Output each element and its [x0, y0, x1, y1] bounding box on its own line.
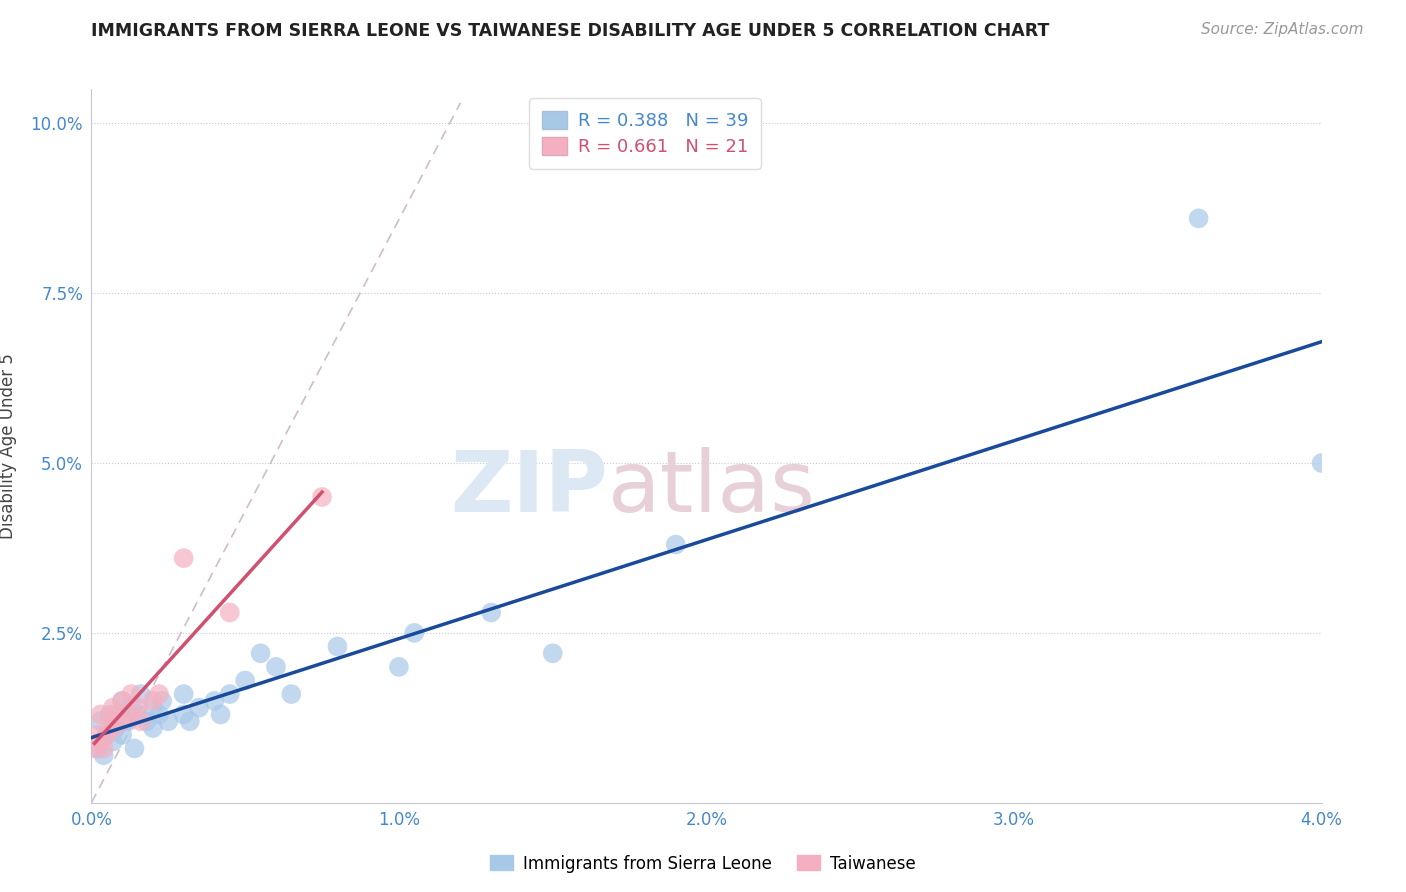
Point	[179, 714, 201, 729]
Point	[150, 694, 173, 708]
Point	[135, 714, 157, 729]
Point	[148, 707, 170, 722]
Point	[105, 721, 127, 735]
Point	[86, 728, 108, 742]
Point	[124, 741, 146, 756]
Point	[93, 741, 115, 756]
Y-axis label: Disability Age Under 5: Disability Age Under 5	[0, 353, 17, 539]
Point	[264, 660, 287, 674]
Point	[90, 714, 112, 729]
Point	[233, 673, 256, 688]
Text: Source: ZipAtlas.com: Source: ZipAtlas.com	[1201, 22, 1364, 37]
Point	[218, 687, 240, 701]
Point	[111, 714, 134, 729]
Point	[83, 741, 105, 756]
Text: atlas: atlas	[607, 447, 815, 531]
Point	[479, 606, 502, 620]
Text: IMMIGRANTS FROM SIERRA LEONE VS TAIWANESE DISABILITY AGE UNDER 5 CORRELATION CHA: IMMIGRANTS FROM SIERRA LEONE VS TAIWANES…	[91, 22, 1050, 40]
Point	[209, 707, 232, 722]
Point	[111, 728, 134, 742]
Point	[98, 714, 121, 729]
Point	[101, 734, 124, 748]
Point	[129, 714, 152, 729]
Point	[311, 490, 333, 504]
Legend: Immigrants from Sierra Leone, Taiwanese: Immigrants from Sierra Leone, Taiwanese	[484, 848, 922, 880]
Point	[188, 700, 211, 714]
Point	[101, 700, 124, 714]
Point	[111, 694, 134, 708]
Point	[93, 748, 115, 763]
Legend: R = 0.388   N = 39, R = 0.661   N = 21: R = 0.388 N = 39, R = 0.661 N = 21	[529, 98, 761, 169]
Point	[157, 714, 180, 729]
Point	[127, 700, 149, 714]
Point	[120, 700, 142, 714]
Text: ZIP: ZIP	[450, 447, 607, 531]
Point	[127, 707, 149, 722]
Point	[404, 626, 426, 640]
Point	[98, 707, 121, 722]
Point	[142, 700, 165, 714]
Point	[326, 640, 349, 654]
Point	[665, 537, 688, 551]
Point	[202, 694, 225, 708]
Point	[120, 687, 142, 701]
Point	[117, 714, 139, 729]
Point	[86, 741, 108, 756]
Point	[111, 694, 134, 708]
Point	[541, 646, 564, 660]
Point	[90, 707, 112, 722]
Point	[129, 687, 152, 701]
Point	[105, 707, 127, 722]
Point	[96, 728, 118, 742]
Point	[1310, 456, 1333, 470]
Point	[96, 728, 118, 742]
Point	[173, 687, 195, 701]
Point	[173, 707, 195, 722]
Point	[117, 707, 139, 722]
Point	[142, 721, 165, 735]
Point	[1187, 211, 1209, 226]
Point	[101, 721, 124, 735]
Point	[280, 687, 302, 701]
Point	[90, 734, 112, 748]
Point	[218, 606, 240, 620]
Point	[148, 687, 170, 701]
Point	[388, 660, 411, 674]
Point	[142, 694, 165, 708]
Point	[173, 551, 195, 566]
Point	[249, 646, 271, 660]
